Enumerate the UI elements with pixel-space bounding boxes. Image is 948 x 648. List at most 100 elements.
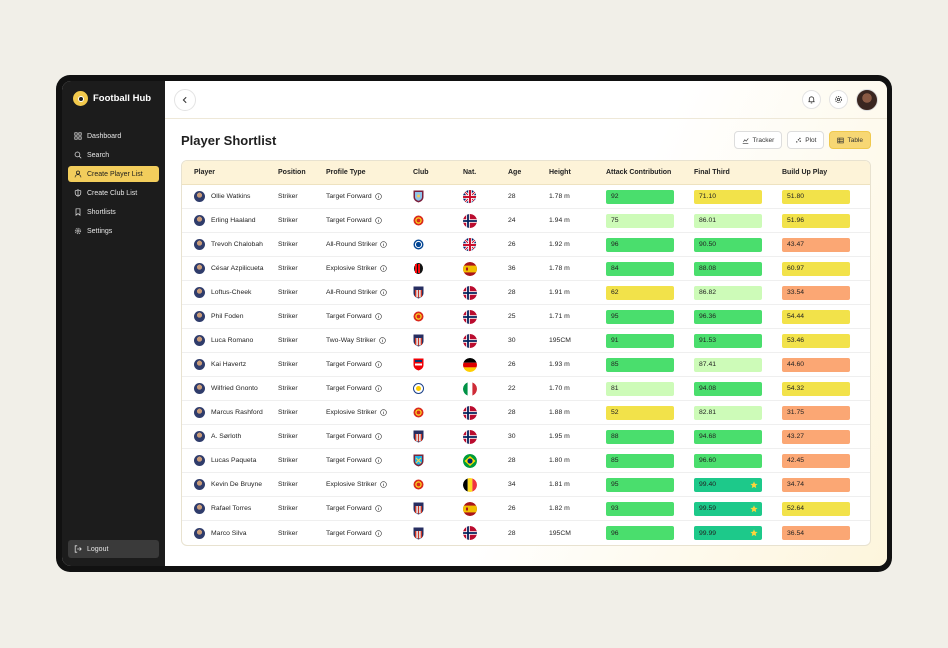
info-icon[interactable] (374, 433, 382, 440)
info-icon[interactable] (380, 241, 388, 248)
player-name[interactable]: Phil Foden (211, 313, 244, 320)
player-name[interactable]: César Azpilicueta (211, 265, 264, 272)
column-header-club[interactable]: Club (413, 169, 429, 176)
info-icon[interactable] (379, 481, 387, 488)
profile-type-label: Target Forward (326, 529, 372, 537)
column-header-profile-type[interactable]: Profile Type (326, 169, 366, 176)
table-row[interactable]: Kai Havertz Striker Target Forward 26 1.… (182, 353, 870, 377)
info-icon[interactable] (374, 313, 382, 320)
player-name[interactable]: Rafael Torres (211, 505, 252, 512)
info-icon[interactable] (378, 337, 386, 344)
build-up-play-cell: 44.60 (782, 357, 858, 372)
view-table-button[interactable]: Table (829, 131, 871, 149)
info-icon[interactable] (374, 529, 382, 537)
table-row[interactable]: Phil Foden Striker Target Forward 25 1.7… (182, 305, 870, 329)
player-name[interactable]: Kai Havertz (211, 361, 247, 368)
club-cell (413, 527, 463, 540)
player-avatar (194, 359, 205, 370)
build-up-play-score: 36.54 (782, 526, 850, 540)
column-header-final-third[interactable]: Final Third (694, 169, 730, 176)
player-avatar (194, 407, 205, 418)
player-name[interactable]: Luca Romano (211, 337, 254, 344)
device-frame: Football Hub Dashboard Search Create Playe… (56, 75, 892, 572)
final-third-score: 86.82 (694, 285, 762, 300)
table-row[interactable]: Marco Silva Striker Target Forward 28 19… (182, 521, 870, 545)
info-icon[interactable] (374, 457, 382, 464)
final-third-cell: 86.82 (694, 285, 782, 300)
table-row[interactable]: A. Sørloth Striker Target Forward 30 1.9… (182, 425, 870, 449)
user-avatar[interactable] (856, 88, 878, 111)
info-icon[interactable] (374, 361, 382, 368)
table-row[interactable]: Marcus Rashford Striker Explosive Strike… (182, 401, 870, 425)
score-value: 54.32 (787, 385, 805, 392)
column-header-attack-contribution[interactable]: Attack Contribution (606, 169, 672, 176)
column-header-nationality[interactable]: Nat. (463, 169, 477, 176)
column-header-height[interactable]: Height (549, 169, 571, 176)
view-plot-button[interactable]: Plot (787, 131, 825, 149)
info-icon[interactable] (374, 217, 382, 224)
player-name[interactable]: A. Sørloth (211, 433, 242, 440)
height-cell: 1.81 m (549, 481, 570, 488)
sidebar-item-search[interactable]: Search (68, 147, 159, 163)
table-row[interactable]: Erling Haaland Striker Target Forward 24… (182, 209, 870, 233)
player-name[interactable]: Ollie Watkins (211, 193, 251, 200)
column-header-player[interactable]: Player (194, 169, 216, 176)
sidebar-item-dashboard[interactable]: Dashboard (68, 128, 159, 144)
build-up-play-score: 60.97 (782, 261, 850, 276)
attack-contribution-cell: 88 (606, 429, 694, 444)
info-icon[interactable] (374, 385, 382, 392)
sidebar-item-settings[interactable]: Settings (68, 223, 159, 239)
score-value: 52.64 (787, 505, 805, 512)
column-header-build-up-play[interactable]: Build Up Play (782, 169, 828, 176)
table-row[interactable]: Ollie Watkins Striker Target Forward 28 … (182, 185, 870, 209)
main-panel: Player Shortlist Tracker Plot Table Player… (165, 81, 887, 566)
player-avatar (194, 431, 205, 442)
table-row[interactable]: César Azpilicueta Striker Explosive Stri… (182, 257, 870, 281)
player-name[interactable]: Kevin De Bruyne (211, 481, 263, 488)
build-up-play-score: 53.46 (782, 333, 850, 348)
info-icon[interactable] (374, 505, 382, 512)
score-value: 42.45 (787, 457, 805, 464)
player-name[interactable]: Loftus-Cheek (211, 289, 252, 296)
final-third-score: 90.50 (694, 237, 762, 252)
attack-contribution-cell: 93 (606, 501, 694, 516)
sidebar-item-shortlists[interactable]: Shortlists (68, 204, 159, 220)
profile-type-label: Target Forward (326, 217, 372, 224)
sidebar-item-create-player-list[interactable]: Create Player List (68, 166, 159, 182)
final-third-score: 86.01 (694, 213, 762, 228)
back-button[interactable] (174, 88, 196, 111)
info-icon[interactable] (374, 193, 382, 200)
info-icon[interactable] (379, 265, 387, 272)
column-header-position[interactable]: Position (278, 169, 306, 176)
norway-flag-icon (463, 310, 477, 324)
table-row[interactable]: Loftus-Cheek Striker All-Round Striker 2… (182, 281, 870, 305)
table-row[interactable]: Trevoh Chalobah Striker All-Round Strike… (182, 233, 870, 257)
sidebar-item-label: Dashboard (87, 132, 122, 140)
player-name[interactable]: Trevoh Chalobah (211, 241, 263, 248)
info-icon[interactable] (380, 289, 388, 296)
player-name[interactable]: Marcus Rashford (211, 409, 263, 416)
player-cell: Ollie Watkins (182, 191, 278, 202)
brazil-flag-icon (463, 454, 477, 468)
sidebar-item-create-club-list[interactable]: Create Club List (68, 185, 159, 201)
player-avatar (194, 527, 205, 539)
build-up-play-score: 43.47 (782, 237, 850, 252)
table-row[interactable]: Kevin De Bruyne Striker Explosive Strike… (182, 473, 870, 497)
player-name[interactable]: Erling Haaland (211, 217, 256, 224)
table-row[interactable]: Luca Romano Striker Two-Way Striker 30 1… (182, 329, 870, 353)
table-row[interactable]: Lucas Paqueta Striker Target Forward 28 … (182, 449, 870, 473)
position-cell: Striker (278, 385, 298, 392)
info-icon[interactable] (379, 409, 387, 416)
logout-button[interactable]: Logout (68, 540, 159, 558)
player-name[interactable]: Wilfried Gnonto (211, 385, 258, 392)
norway-flag-icon (463, 526, 477, 540)
player-name[interactable]: Marco Silva (211, 529, 247, 537)
table-row[interactable]: Wilfried Gnonto Striker Target Forward 2… (182, 377, 870, 401)
table-row[interactable]: Rafael Torres Striker Target Forward 26 … (182, 497, 870, 521)
player-name[interactable]: Lucas Paqueta (211, 457, 257, 464)
settings-button[interactable] (829, 90, 848, 109)
column-header-age[interactable]: Age (508, 169, 522, 176)
view-tracker-button[interactable]: Tracker (734, 131, 783, 149)
belgium-flag-icon (463, 478, 477, 492)
notifications-button[interactable] (802, 90, 821, 109)
